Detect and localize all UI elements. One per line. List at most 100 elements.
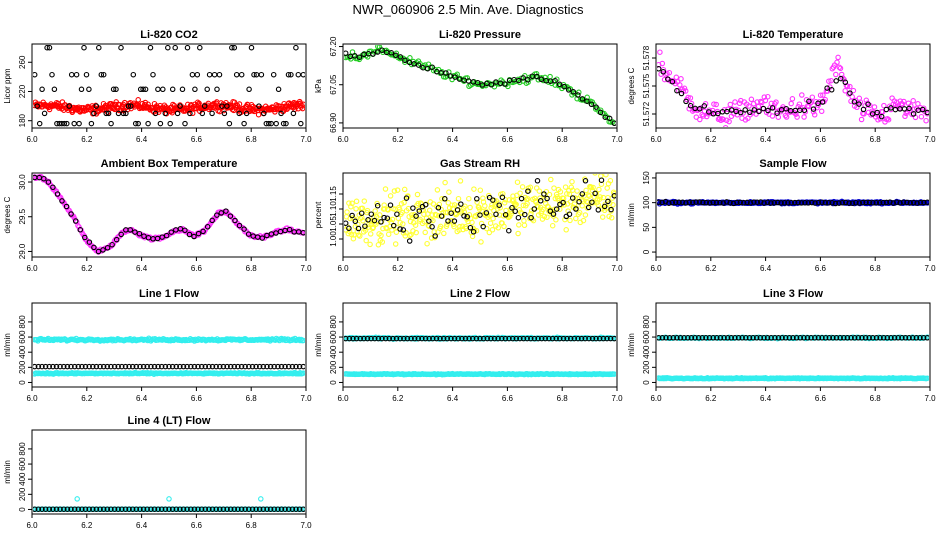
panel-box_temp: Ambient Box Temperature 6.0 6.2 6.4 6.6 6.8 7.… [3, 158, 312, 273]
data-point [86, 363, 92, 370]
data-point [33, 506, 38, 512]
data-point [349, 200, 355, 207]
x-tick-label: 7.0 [611, 135, 623, 144]
data-point [390, 222, 397, 229]
y-tick-label: 0 [329, 380, 338, 385]
data-point [659, 60, 666, 67]
data-point [188, 506, 194, 512]
data-point [895, 335, 901, 341]
y-tick-label: 260 [18, 55, 27, 69]
data-point [103, 110, 109, 117]
data-point [537, 198, 544, 204]
y-tick-label: 600 [18, 457, 27, 471]
data-point [906, 335, 912, 341]
data-point [182, 227, 188, 234]
data-point [683, 98, 689, 105]
data-point [253, 363, 259, 370]
data-point [370, 51, 376, 57]
data-point [586, 193, 593, 199]
data-point [479, 82, 486, 88]
series-dense [344, 174, 616, 248]
panel-sample_flow: Sample Flow 6.0 6.2 6.4 6.6 6.8 7.0 0 50 100 150 ml… [627, 158, 936, 273]
data-point [95, 248, 102, 255]
data-point [919, 106, 926, 113]
data-point [248, 45, 255, 51]
data-point [275, 506, 281, 512]
data-point [869, 111, 876, 117]
data-point [169, 86, 176, 93]
x-tick-label: 6.4 [760, 264, 772, 273]
data-point [448, 210, 454, 216]
panels-grid: Li-820 CO2 6.0 6.2 6.4 6.6 6.8 7.0 180 220 260 Lic… [3, 29, 936, 530]
data-point [600, 335, 607, 342]
data-point [516, 222, 522, 228]
data-point [606, 115, 613, 122]
x-tick-label: 6.6 [191, 135, 203, 144]
data-point [44, 45, 50, 51]
data-point [385, 207, 391, 213]
data-point [682, 88, 689, 94]
data-point [432, 233, 438, 239]
data-point [746, 335, 753, 341]
data-point [678, 76, 684, 82]
data-point [674, 87, 680, 94]
data-point [521, 222, 528, 229]
data-point [90, 363, 96, 370]
x-tick-label: 7.0 [611, 264, 623, 273]
data-point [884, 115, 891, 122]
data-point [429, 212, 436, 218]
data-point [400, 227, 407, 233]
data-point [713, 199, 720, 206]
data-point [839, 200, 846, 206]
data-point [236, 101, 243, 107]
data-point [685, 335, 691, 341]
series-layer [344, 174, 616, 248]
data-point [798, 200, 805, 206]
data-point [82, 363, 89, 370]
data-point [202, 506, 209, 512]
data-point [91, 110, 97, 117]
data-point [229, 45, 235, 51]
data-point [214, 86, 220, 93]
data-point [856, 200, 863, 206]
data-point [502, 335, 509, 342]
data-point [64, 120, 70, 127]
data-point [194, 71, 201, 78]
data-point [46, 363, 53, 370]
data-point [510, 197, 517, 203]
data-point [862, 335, 869, 341]
data-point [765, 93, 771, 100]
y-tick-label: 220 [18, 84, 27, 98]
data-point [799, 92, 805, 98]
data-point [466, 335, 472, 342]
data-point [267, 363, 274, 370]
data-point [585, 204, 592, 211]
data-point [133, 363, 140, 370]
data-point [598, 177, 605, 183]
data-point [224, 103, 230, 109]
data-point [439, 196, 445, 202]
panel-rh: Gas Stream RH6.0 6.2 6.4 6.6 6.8 7.01.001.051… [314, 158, 623, 273]
data-point [39, 86, 45, 93]
data-point [837, 335, 843, 341]
x-tick-label: 7.0 [300, 264, 312, 273]
data-point [372, 335, 378, 342]
data-point [126, 506, 132, 512]
data-point [379, 47, 385, 53]
data-point [549, 335, 556, 342]
y-tick-label: 0 [18, 380, 27, 385]
x-tick-label: 6.4 [760, 394, 772, 403]
y-tick-label: 150 [642, 171, 651, 185]
x-tick-label: 6.8 [246, 394, 258, 403]
data-point [661, 76, 668, 83]
data-point [137, 506, 143, 512]
data-point [184, 363, 190, 370]
data-point [772, 335, 778, 341]
data-point [844, 335, 851, 341]
y-tick-label: 200 [329, 360, 338, 374]
data-point [717, 335, 724, 341]
data-point [723, 199, 730, 205]
data-point [817, 92, 824, 98]
data-point [499, 335, 505, 342]
data-point [122, 506, 129, 512]
